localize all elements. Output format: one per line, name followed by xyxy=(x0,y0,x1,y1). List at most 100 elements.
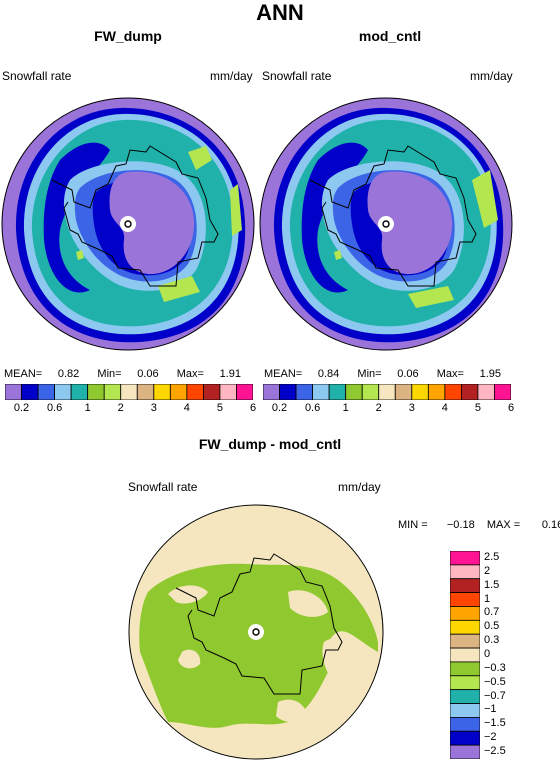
left-max-label: Max= xyxy=(176,368,204,380)
colorbar-swatch-6 xyxy=(361,384,380,400)
diff-region-beige-patch-2 xyxy=(322,638,366,684)
diff-pole-marker-bg xyxy=(248,624,264,640)
colorbar-swatch-4 xyxy=(70,384,89,400)
colorbar-swatch-3 xyxy=(312,384,330,400)
left-pole-marker xyxy=(124,220,132,228)
right-colorbar-ticks: 0.2 0.6 1 2 3 4 5 6 xyxy=(263,402,514,418)
colorbar-swatch-8 xyxy=(394,384,413,400)
diff-colorbar-swatch-10 xyxy=(450,689,480,704)
right-ice-shelf-outline xyxy=(309,145,477,287)
diff-colorbar-tick-label: 2 xyxy=(484,564,491,577)
colorbar-tick-label: 0.2 xyxy=(271,402,288,414)
colorbar-tick-label: 0.2 xyxy=(13,402,30,414)
colorbar-swatch-11 xyxy=(186,384,204,400)
right-units-label: mm/day xyxy=(470,69,513,83)
right-panel-title: mod_cntl xyxy=(358,28,422,44)
colorbar-tick-label: 2 xyxy=(375,402,382,414)
diff-colorbar-tick-label: −0.3 xyxy=(484,661,506,674)
colorbar-swatch-7 xyxy=(120,384,138,400)
diff-colorbar-swatch-7 xyxy=(450,647,480,663)
diff-colorbar-swatch-11 xyxy=(450,703,480,718)
left-stats-row: MEAN= 0.82 Min= 0.06 Max= 1.91 xyxy=(4,368,241,380)
diff-colorbar-swatch-1 xyxy=(450,564,480,580)
diff-colorbar-swatch-2 xyxy=(450,578,480,593)
diff-colorbar-swatch-5 xyxy=(450,619,480,635)
diff-colorbar-tick-label: 0.7 xyxy=(484,606,500,619)
left-region-center-purple xyxy=(109,171,195,275)
diff-colorbar-tick-label: 1 xyxy=(484,592,491,605)
right-map-border xyxy=(259,97,513,351)
right-pole-marker xyxy=(382,220,390,228)
right-region-lightgreen-2 xyxy=(408,286,454,308)
left-region-lightgreen-4 xyxy=(76,250,84,260)
left-colorbar-ticks: 0.2 0.6 1 2 3 4 5 6 xyxy=(5,402,256,418)
diff-colorbar-tick-label: 0.5 xyxy=(484,620,500,633)
left-field-label: Snowfall rate xyxy=(2,69,72,83)
left-panel-title: FW_dump xyxy=(94,28,162,44)
left-max-value: 1.91 xyxy=(219,368,242,380)
right-colorbar xyxy=(263,384,511,400)
diff-colorbar-tick-label: −1 xyxy=(484,703,497,716)
colorbar-tick-label: 3 xyxy=(150,402,157,414)
left-mean-value: 0.82 xyxy=(57,368,80,380)
diff-colorbar xyxy=(450,551,480,759)
colorbar-swatch-6 xyxy=(103,384,122,400)
diff-colorbar-swatch-9 xyxy=(450,675,480,691)
diff-map-border xyxy=(128,504,384,760)
right-region-lightgreen-3 xyxy=(334,250,342,260)
colorbar-tick-label: 4 xyxy=(183,402,190,414)
diff-min-label: MIN = xyxy=(398,519,428,531)
colorbar-swatch-12 xyxy=(460,384,479,400)
diff-colorbar-swatch-14 xyxy=(450,744,480,759)
right-mean-value: 0.84 xyxy=(317,368,340,380)
left-colorbar xyxy=(5,384,253,400)
colorbar-tick-label: 5 xyxy=(216,402,223,414)
diff-polar-map xyxy=(128,504,384,760)
right-stats-row: MEAN= 0.84 Min= 0.06 Max= 1.95 xyxy=(264,368,501,380)
diff-colorbar-swatch-3 xyxy=(450,592,480,607)
left-mean-label: MEAN= xyxy=(4,368,43,380)
diff-max-label: MAX = xyxy=(486,519,521,531)
colorbar-swatch-3 xyxy=(54,384,72,400)
right-min-label: Min= xyxy=(357,368,382,380)
diff-colorbar-tick-label: 0 xyxy=(484,648,491,660)
colorbar-swatch-13 xyxy=(477,384,495,400)
colorbar-tick-label: 4 xyxy=(441,402,448,414)
diff-colorbar-tick-label: −0.7 xyxy=(484,689,506,702)
diff-colorbar-ticks: 2.5 2 1.5 1 0.7 0.5 0.3 0 −0.3 −0.5 −0.7 −1 −1.5 −2 −2… xyxy=(484,551,544,759)
colorbar-swatch-1 xyxy=(279,384,297,400)
diff-colorbar-swatch-13 xyxy=(450,730,480,746)
diff-pole-marker xyxy=(252,628,260,636)
colorbar-tick-label: 6 xyxy=(507,402,515,414)
colorbar-swatch-9 xyxy=(411,384,429,400)
left-ice-shelf-outline xyxy=(51,145,219,287)
diff-region-beige-patch-3 xyxy=(276,699,308,722)
colorbar-swatch-4 xyxy=(328,384,347,400)
colorbar-swatch-8 xyxy=(136,384,155,400)
colorbar-swatch-10 xyxy=(169,384,188,400)
diff-stats-row: MIN = −0.18 MAX = 0.16 xyxy=(398,519,560,531)
left-region-lightgreen-3 xyxy=(158,276,200,302)
colorbar-swatch-7 xyxy=(378,384,396,400)
diff-colorbar-tick-label: −1.5 xyxy=(484,717,506,730)
right-max-value: 1.95 xyxy=(479,368,502,380)
colorbar-swatch-2 xyxy=(37,384,56,400)
colorbar-swatch-10 xyxy=(427,384,446,400)
colorbar-tick-label: 3 xyxy=(408,402,415,414)
diff-colorbar-tick-label: 2.5 xyxy=(484,550,500,563)
left-polar-map xyxy=(1,97,255,351)
diff-field-label: Snowfall rate xyxy=(128,480,198,494)
right-region-center-purple xyxy=(367,171,453,275)
colorbar-swatch-0 xyxy=(263,384,280,400)
right-region-west-blue xyxy=(301,142,368,293)
right-polar-map xyxy=(259,97,513,351)
diff-colorbar-tick-label: −2.5 xyxy=(484,745,506,758)
left-min-value: 0.06 xyxy=(137,368,159,380)
colorbar-swatch-5 xyxy=(345,384,363,400)
colorbar-swatch-1 xyxy=(21,384,39,400)
diff-min-value: −0.18 xyxy=(446,519,475,531)
left-region-lightgreen-1 xyxy=(188,146,212,170)
left-map-border xyxy=(1,97,255,351)
colorbar-tick-label: 6 xyxy=(249,402,257,414)
colorbar-swatch-13 xyxy=(219,384,237,400)
